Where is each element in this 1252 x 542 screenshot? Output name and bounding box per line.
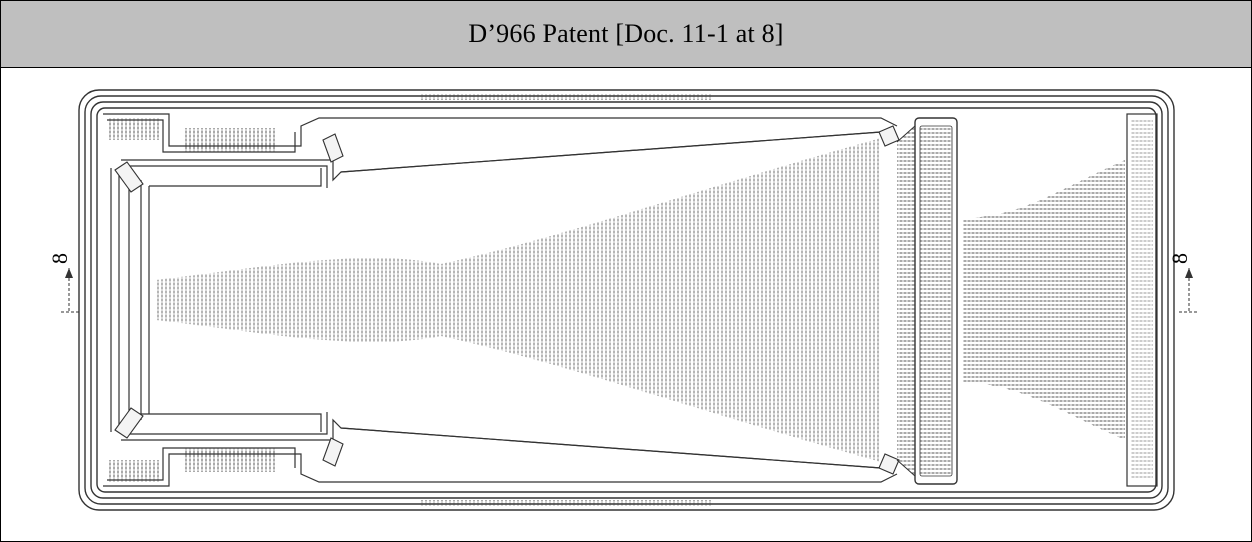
rim-hatch <box>421 94 711 506</box>
figure-caption: D’966 Patent [Doc. 11-1 at 8] <box>468 19 784 48</box>
corner-hatch-blocks <box>107 118 275 482</box>
pool-plan-view-drawing: 8 8 <box>47 89 1197 511</box>
section-marker-label-right: 8 <box>1167 253 1192 264</box>
section-marker-label-left: 8 <box>47 253 72 264</box>
corner-wedges <box>114 125 900 475</box>
section-marker-right: 8 <box>1167 253 1197 313</box>
end-platform <box>963 113 1158 487</box>
floor-flare-hatch <box>156 138 881 462</box>
patent-drawing: 8 8 <box>1 68 1251 542</box>
table-header: D’966 Patent [Doc. 11-1 at 8] <box>1 1 1251 68</box>
step-divider-band <box>896 117 958 485</box>
section-marker-left: 8 <box>47 253 79 313</box>
